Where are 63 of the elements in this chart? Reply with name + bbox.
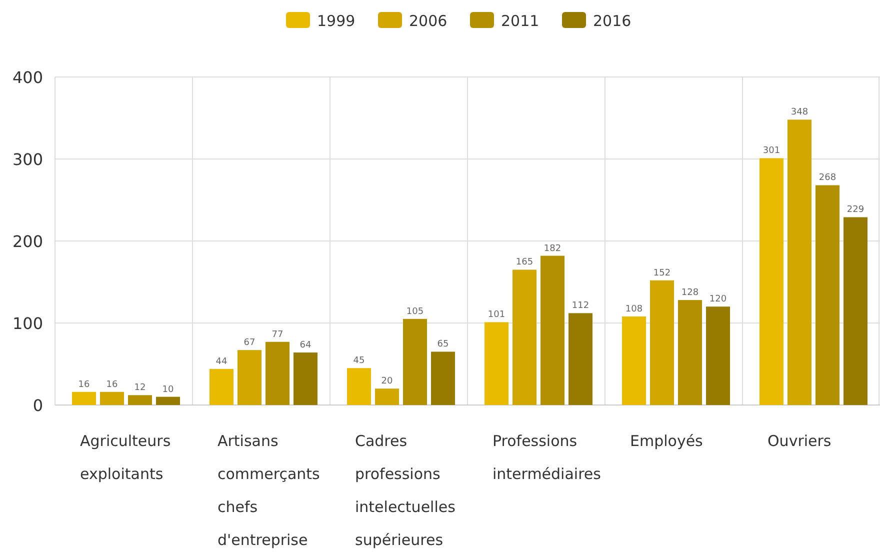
data-label: 152 xyxy=(653,268,671,278)
bar xyxy=(431,352,455,405)
data-label: 65 xyxy=(437,340,449,350)
bar xyxy=(844,217,868,405)
bar xyxy=(294,352,318,405)
data-label: 64 xyxy=(300,340,312,351)
y-tick-label: 100 xyxy=(12,314,43,333)
bar xyxy=(100,392,124,405)
bar xyxy=(568,313,592,405)
bar xyxy=(72,392,96,405)
legend-label: 1999 xyxy=(317,12,356,30)
data-label: 112 xyxy=(572,301,590,312)
bar xyxy=(622,316,646,405)
data-label: 268 xyxy=(818,173,836,184)
data-label: 348 xyxy=(790,108,808,118)
bar xyxy=(403,318,427,405)
data-label: 67 xyxy=(244,338,256,348)
data-label: 16 xyxy=(106,380,118,390)
data-label: 105 xyxy=(406,306,424,317)
legend-label: 2016 xyxy=(593,12,632,30)
bar xyxy=(816,185,840,405)
data-label: 229 xyxy=(846,205,864,216)
data-label: 101 xyxy=(488,310,506,320)
legend-label: 2006 xyxy=(409,12,448,30)
bar xyxy=(128,395,152,405)
bar xyxy=(760,158,784,405)
data-label: 77 xyxy=(272,330,284,340)
bar xyxy=(156,396,180,405)
bar xyxy=(540,256,564,405)
x-tick-label: Agriculteurs exploitants xyxy=(80,432,171,483)
x-tick-label: Employés xyxy=(630,432,704,450)
data-label: 108 xyxy=(625,304,643,314)
data-label: 12 xyxy=(134,383,146,394)
data-label: 301 xyxy=(762,146,780,156)
bar xyxy=(210,368,234,405)
data-label: 44 xyxy=(216,356,228,367)
x-tick-label: Artisans commerçants chefs d'entreprise xyxy=(218,432,320,549)
bar xyxy=(706,306,730,405)
y-tick-label: 200 xyxy=(12,232,43,251)
bar xyxy=(238,350,262,405)
y-tick-label: 400 xyxy=(12,68,43,87)
data-label: 128 xyxy=(681,288,699,298)
bar xyxy=(678,300,702,405)
data-label: 20 xyxy=(381,376,393,387)
bar xyxy=(512,270,536,405)
data-label: 182 xyxy=(544,244,562,254)
data-label: 10 xyxy=(162,384,174,395)
data-label: 45 xyxy=(353,356,365,366)
y-tick-label: 300 xyxy=(12,150,43,169)
legend-label: 2011 xyxy=(501,12,540,30)
data-label: 16 xyxy=(78,380,90,390)
data-label: 165 xyxy=(516,258,534,268)
x-tick-label: Ouvriers xyxy=(768,432,832,450)
data-label: 120 xyxy=(709,294,727,305)
bar xyxy=(788,120,812,405)
bar xyxy=(375,388,399,405)
bar xyxy=(266,342,290,405)
bar xyxy=(484,322,508,405)
x-tick-label: Cadres professions intelectuelles supérieures xyxy=(355,432,456,549)
bar xyxy=(347,368,371,405)
y-tick-label: 0 xyxy=(32,396,43,415)
bar xyxy=(650,280,674,405)
x-tick-label: Professions intermédiaires xyxy=(492,432,602,483)
